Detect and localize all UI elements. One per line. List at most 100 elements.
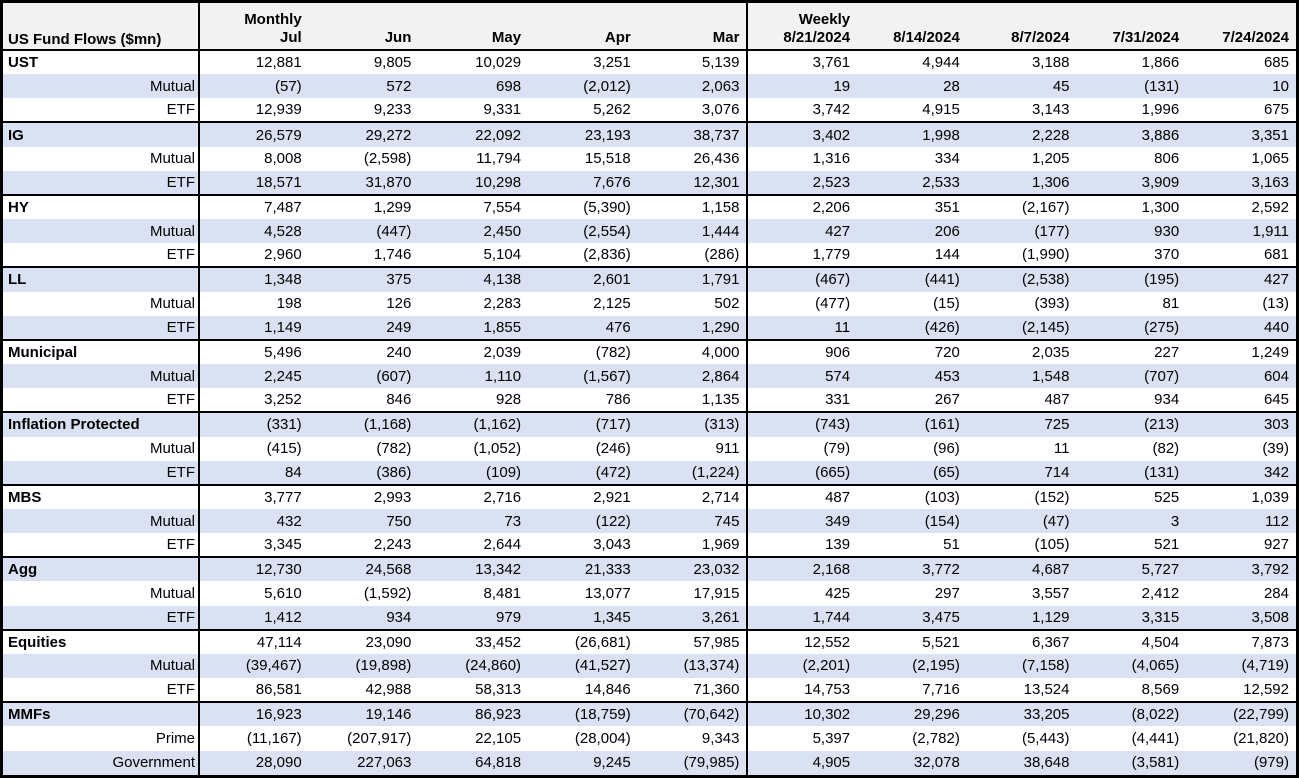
value-cell: (2,195) <box>857 653 967 679</box>
value-cell: 1,348 <box>199 267 309 292</box>
value-cell: 10,302 <box>746 702 858 727</box>
value-cell: 750 <box>308 508 419 534</box>
value-cell: (70,642) <box>637 702 748 727</box>
value-cell: 3,777 <box>264 488 302 506</box>
value-cell: (131) <box>1076 460 1187 486</box>
value-cell: 9,245 <box>528 750 638 775</box>
value-cell: 725 <box>966 412 1077 437</box>
row-label-mbs-mutual: Mutual <box>3 508 200 534</box>
row-label-equities-etf: ETF <box>3 678 200 704</box>
value-cell: (79) <box>746 436 858 461</box>
value-cell: 3,792 <box>1186 557 1296 582</box>
value-cell: (57) <box>199 74 309 99</box>
value-cell: 1,290 <box>637 315 748 341</box>
row-label-mbs-etf: ETF <box>3 533 200 559</box>
column-header-8-7-2024: 8/7/2024 <box>966 29 1077 51</box>
value-cell: 8,008 <box>264 150 302 168</box>
table-row: Government 28,090 227,063 64,818 9,245 (79,98… <box>3 750 1296 775</box>
value-cell: 144 <box>857 243 967 269</box>
row-label-equities-mutual: Mutual <box>3 653 200 679</box>
value-cell: 572 <box>308 74 419 99</box>
category-label-ll: LL <box>3 267 200 292</box>
table-row: Mutual 5,610 (1,592) 8,481 13,077 17,915 425 29… <box>3 581 1296 606</box>
table-row: HY 7,487 1,299 7,554 (5,390) 1,158 2,206 351 (2,… <box>3 194 1296 220</box>
row-label-agg-etf: ETF <box>3 605 200 631</box>
value-cell: (22,799) <box>1186 702 1296 727</box>
value-cell: 331 <box>746 388 858 414</box>
category-label-ig: IG <box>3 122 200 147</box>
value-cell: 9,343 <box>701 729 740 747</box>
value-cell: 12,592 <box>1186 678 1296 704</box>
value-cell: 427 <box>746 219 858 244</box>
value-cell: 525 <box>1154 488 1180 506</box>
column-header-row: Jul Jun May Apr Mar 8/21/2024 8/14/2024 8/7/202… <box>3 29 1296 51</box>
table-row: ETF 1,412 934 979 1,345 3,261 1,744 3,475 1,129 3… <box>3 605 1296 631</box>
column-header-jun: Jun <box>308 29 419 51</box>
value-cell: (3,581) <box>1076 750 1187 775</box>
value-cell: 476 <box>528 315 638 341</box>
header-spacer <box>528 3 638 29</box>
value-cell: 71,360 <box>637 678 748 704</box>
value-cell: 64,818 <box>418 750 529 775</box>
value-cell: 2,592 <box>1251 199 1289 217</box>
value-cell: 2,039 <box>483 343 522 361</box>
value-cell: 19 <box>746 74 858 99</box>
value-cell: 3,163 <box>1186 170 1296 196</box>
table-row: Mutual 198 126 2,283 2,125 502 (477) (15) (393) 8… <box>3 291 1296 316</box>
value-cell: (8,022) <box>1076 702 1187 727</box>
value-cell: 3,251 <box>593 54 631 72</box>
header-spacer <box>1076 3 1187 29</box>
value-cell: (447) <box>308 219 419 244</box>
value-cell: 3,761 <box>746 50 858 75</box>
value-cell: 2,206 <box>746 194 858 220</box>
column-header-apr: Apr <box>528 29 638 51</box>
value-cell: 5,104 <box>418 243 529 269</box>
value-cell: 2,716 <box>483 488 522 506</box>
value-cell: (154) <box>857 508 967 534</box>
value-cell: 249 <box>308 315 419 341</box>
value-cell: 3,351 <box>1186 122 1296 147</box>
table-row: Agg 12,730 24,568 13,342 21,333 23,032 2,168 3,… <box>3 557 1296 582</box>
value-cell: 112 <box>1186 508 1296 534</box>
category-label-ust: UST <box>3 50 200 75</box>
value-cell: 2,283 <box>483 295 522 313</box>
value-cell: 1,316 <box>746 146 858 171</box>
value-cell: 1,039 <box>1251 488 1289 506</box>
value-cell: (2,836) <box>528 243 638 269</box>
value-cell: 2,125 <box>593 295 631 313</box>
value-cell: 4,504 <box>1141 633 1180 651</box>
value-cell: 29,272 <box>308 122 419 147</box>
row-label-ll-mutual: Mutual <box>3 291 200 316</box>
value-cell: 9,331 <box>418 98 529 124</box>
value-cell: 21,333 <box>528 557 638 582</box>
value-cell: (386) <box>308 460 419 486</box>
row-label-ig-etf: ETF <box>3 170 200 196</box>
table-row: Prime (11,167) (207,917) 22,105 (28,004) 9,34… <box>3 726 1296 751</box>
value-cell: 12,939 <box>199 98 309 124</box>
row-label-ig-mutual: Mutual <box>3 146 200 171</box>
value-cell: 681 <box>1186 243 1296 269</box>
category-label-municipal: Municipal <box>3 339 200 365</box>
value-cell: (105) <box>966 533 1077 559</box>
value-cell: 1,969 <box>637 533 748 559</box>
value-cell: 32,078 <box>857 750 967 775</box>
value-cell: 1,412 <box>199 605 309 631</box>
value-cell: 1,548 <box>966 364 1077 389</box>
value-cell: 5,727 <box>1076 557 1187 582</box>
value-cell: 1,746 <box>308 243 419 269</box>
value-cell: (707) <box>1076 364 1187 389</box>
value-cell: 342 <box>1186 460 1296 486</box>
value-cell: 13,077 <box>584 585 631 603</box>
value-cell: 2,533 <box>857 170 967 196</box>
row-label-ust-mutual: Mutual <box>3 74 200 99</box>
value-cell: (24,860) <box>418 653 529 679</box>
value-cell: 806 <box>1154 150 1180 168</box>
value-cell: (472) <box>528 460 638 486</box>
value-cell: 906 <box>746 339 858 365</box>
table-row: ETF 1,149 249 1,855 476 1,290 11 (426) (2,145) (2… <box>3 315 1296 341</box>
header-spacer <box>966 3 1077 29</box>
value-cell: 26,579 <box>199 122 309 147</box>
value-cell: (65) <box>857 460 967 486</box>
value-cell: 3,508 <box>1186 605 1296 631</box>
value-cell: 3,261 <box>637 605 748 631</box>
